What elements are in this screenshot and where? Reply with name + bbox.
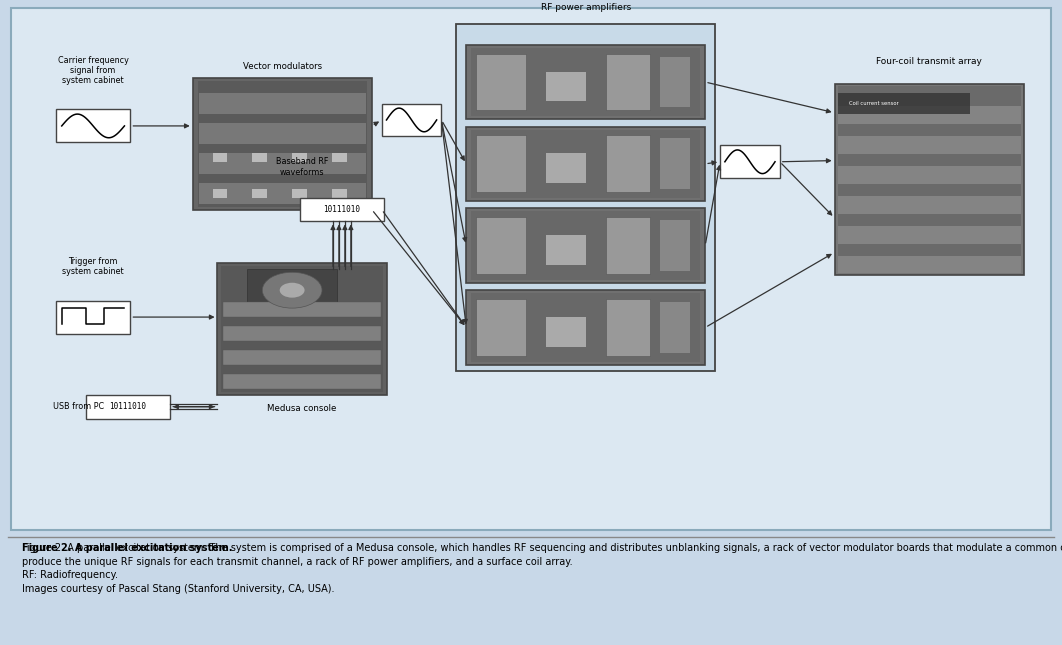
Bar — [472, 293, 700, 362]
Bar — [381, 103, 442, 136]
Bar — [661, 221, 690, 271]
Text: 10111010: 10111010 — [324, 205, 360, 214]
Bar — [199, 93, 365, 114]
Text: 10111010: 10111010 — [109, 402, 147, 411]
Bar — [838, 93, 970, 114]
Bar — [466, 45, 705, 119]
Bar — [218, 263, 387, 395]
Ellipse shape — [279, 283, 305, 297]
Bar — [223, 350, 380, 365]
Bar — [457, 25, 715, 371]
Bar — [466, 290, 705, 365]
Text: Carrier frequency
signal from
system cabinet: Carrier frequency signal from system cab… — [57, 55, 129, 85]
Bar — [56, 110, 131, 143]
Bar — [199, 183, 365, 204]
Bar — [546, 235, 586, 265]
Bar — [332, 188, 347, 197]
Text: Figure 2. A parallel excitation system.: Figure 2. A parallel excitation system. — [22, 543, 233, 553]
Bar — [476, 217, 526, 274]
Bar — [546, 72, 586, 101]
Bar — [292, 153, 307, 162]
Bar — [56, 301, 131, 333]
Bar — [476, 135, 526, 192]
Bar — [253, 153, 268, 162]
Bar — [223, 302, 380, 317]
Bar — [212, 188, 227, 197]
Bar — [86, 395, 170, 419]
Bar — [838, 255, 1021, 273]
Bar — [838, 196, 1021, 213]
Text: Coil current sensor: Coil current sensor — [850, 101, 900, 106]
Text: Figure 2. A parallel excitation system. The system is comprised of a Medusa cons: Figure 2. A parallel excitation system. … — [22, 543, 1062, 594]
Bar — [661, 139, 690, 189]
Bar — [838, 166, 1021, 184]
Text: Vector modulators: Vector modulators — [242, 62, 322, 71]
Bar — [720, 145, 780, 178]
Bar — [661, 302, 690, 353]
Bar — [292, 188, 307, 197]
Text: Four-coil transmit array: Four-coil transmit array — [876, 57, 982, 66]
Bar — [222, 266, 382, 392]
Bar — [198, 81, 366, 206]
Bar — [253, 188, 268, 197]
Bar — [472, 212, 700, 280]
Text: RF power amplifiers: RF power amplifiers — [541, 3, 631, 12]
Text: Baseband RF
waveforms: Baseband RF waveforms — [276, 157, 328, 177]
Bar — [192, 78, 372, 210]
Bar — [605, 54, 650, 110]
Bar — [546, 317, 586, 347]
Bar — [472, 48, 700, 116]
Text: Trigger from
system cabinet: Trigger from system cabinet — [63, 257, 124, 277]
Text: Medusa console: Medusa console — [268, 404, 337, 413]
Bar — [466, 208, 705, 283]
Bar — [466, 126, 705, 201]
Bar — [472, 130, 700, 198]
Ellipse shape — [262, 272, 322, 308]
Bar — [247, 270, 337, 311]
Bar — [838, 86, 1021, 273]
Text: USB from PC: USB from PC — [53, 402, 104, 411]
Bar — [199, 123, 365, 144]
Bar — [212, 153, 227, 162]
Bar — [838, 226, 1021, 244]
Bar — [299, 197, 384, 221]
Bar — [838, 106, 1021, 124]
Bar — [546, 154, 586, 183]
Bar — [835, 84, 1024, 275]
Bar — [605, 217, 650, 274]
Bar — [223, 374, 380, 389]
Bar — [838, 136, 1021, 154]
Bar — [605, 299, 650, 356]
Bar — [661, 57, 690, 108]
Bar — [605, 135, 650, 192]
Bar — [199, 153, 365, 174]
Bar — [332, 153, 347, 162]
Bar — [223, 326, 380, 341]
Bar — [476, 54, 526, 110]
Bar — [476, 299, 526, 356]
